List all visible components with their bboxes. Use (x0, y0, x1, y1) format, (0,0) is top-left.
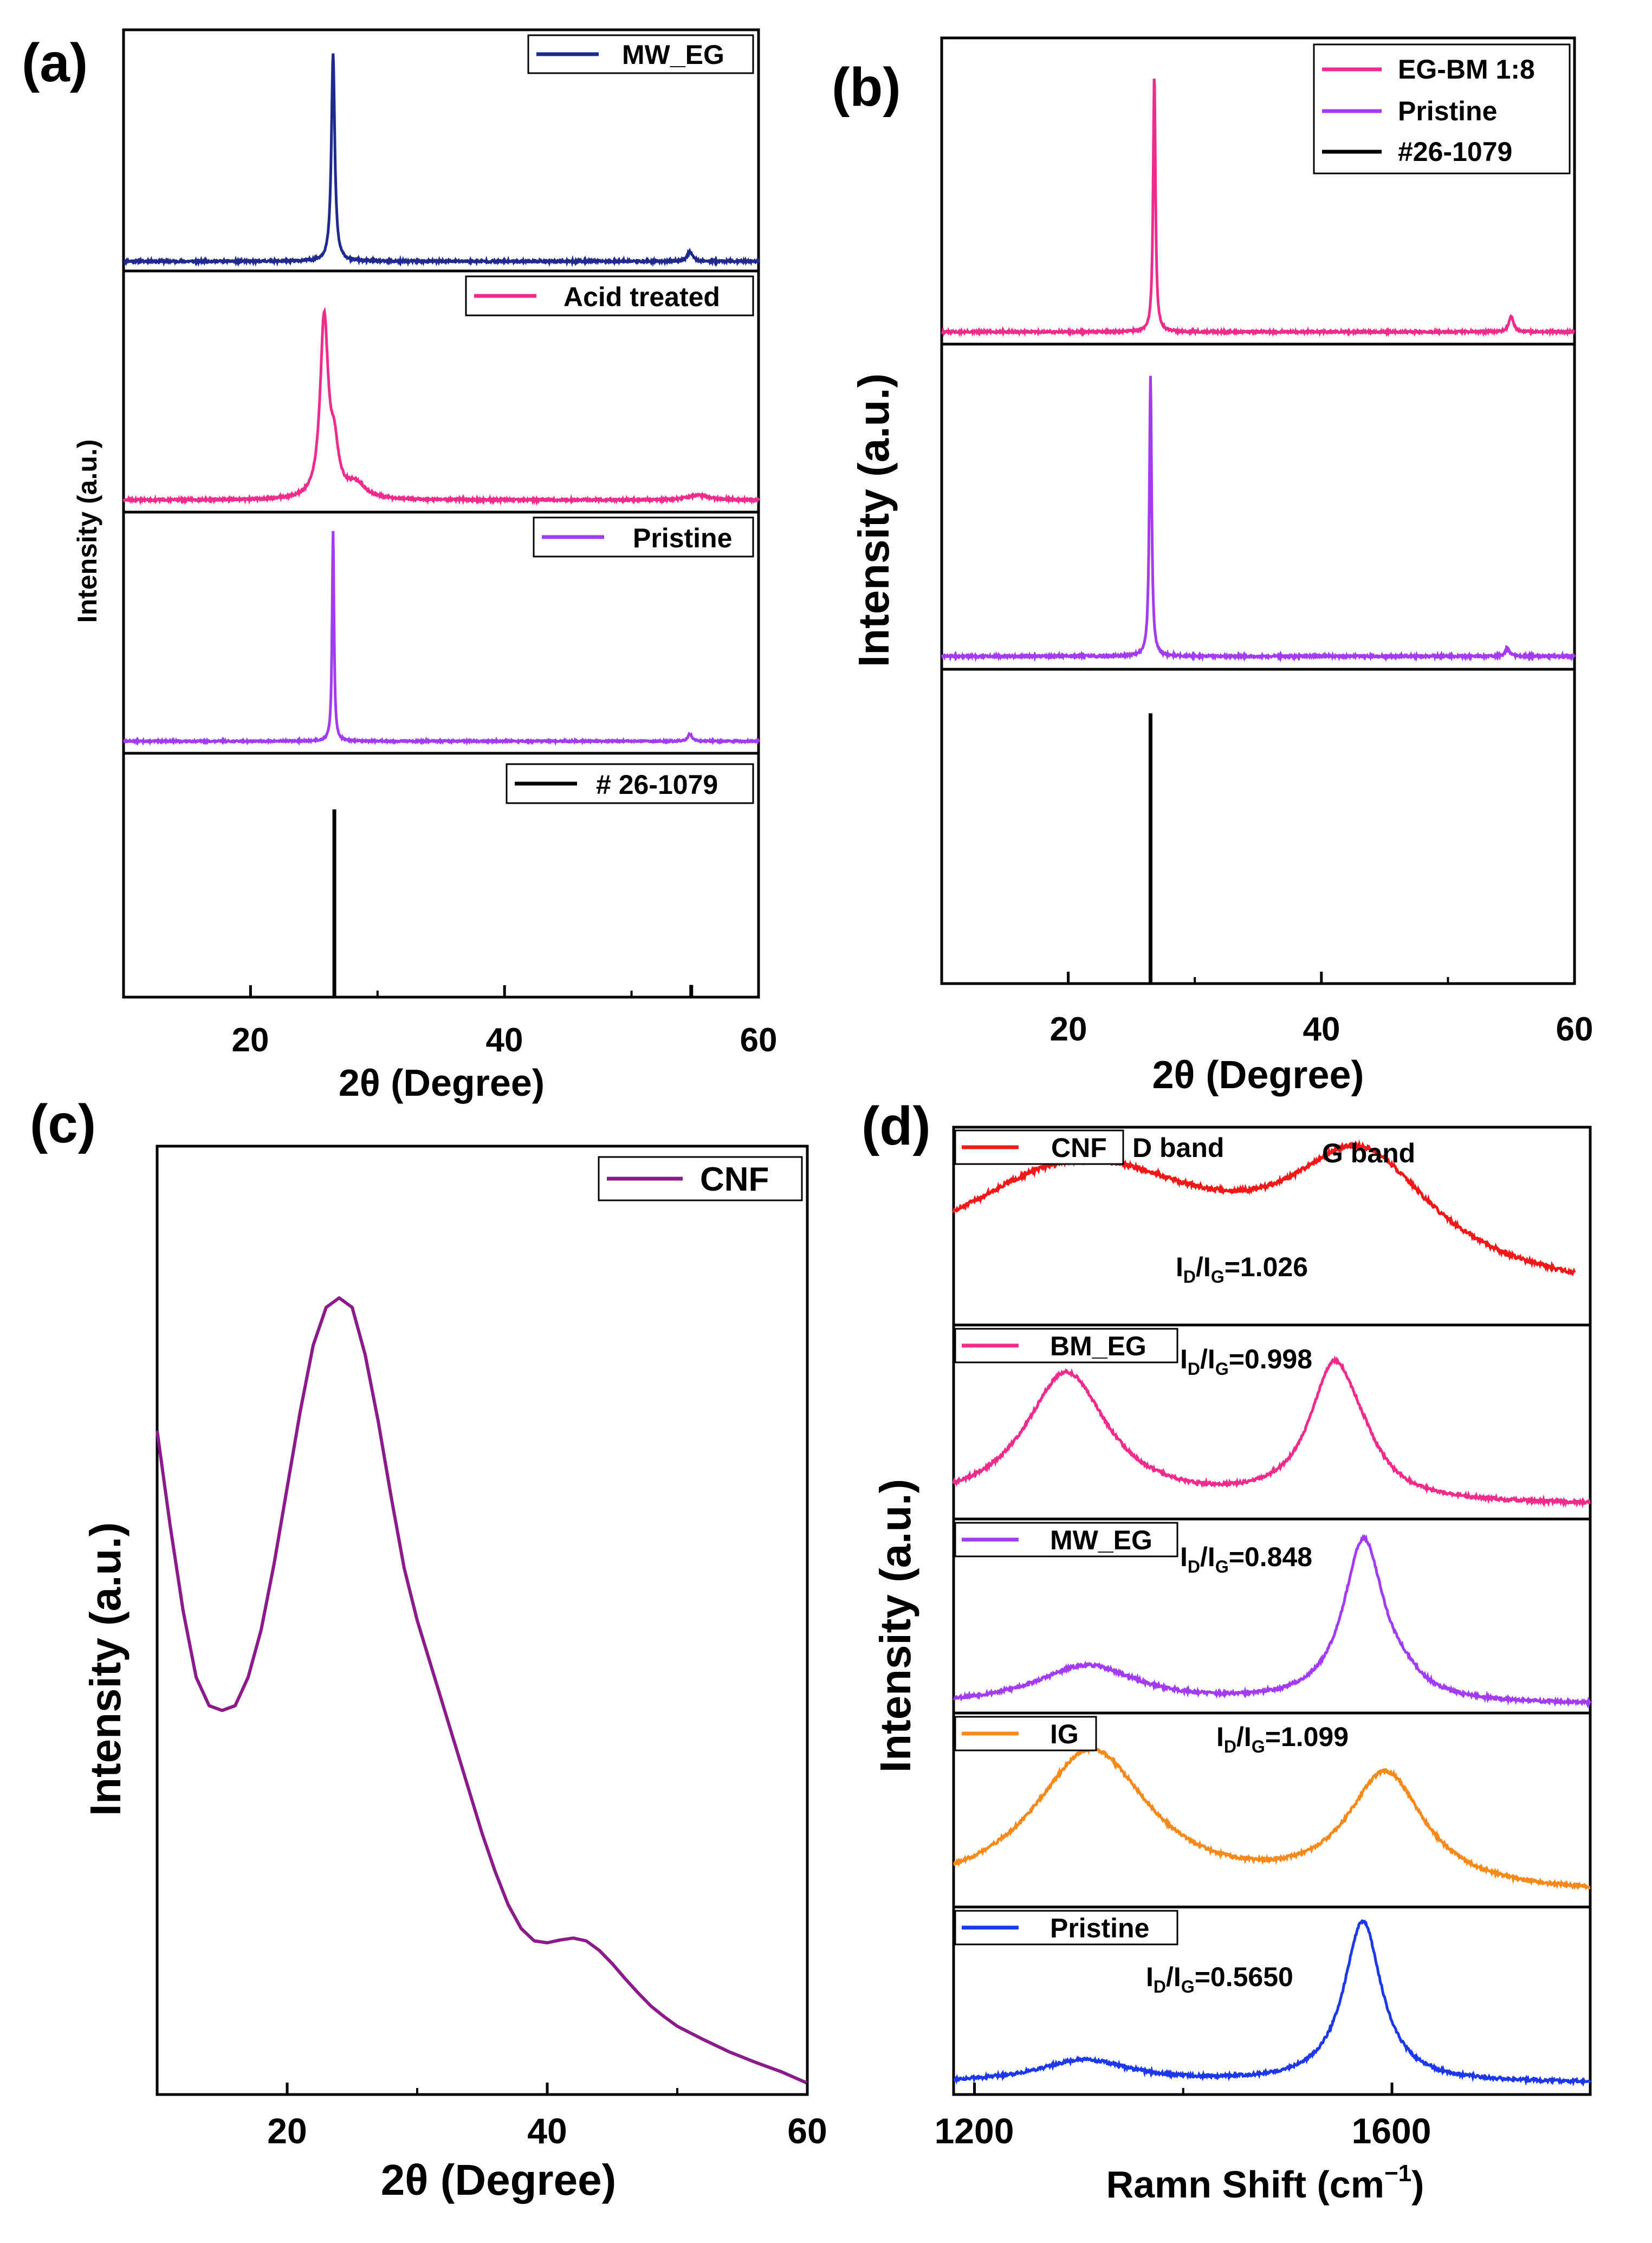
x-tick-label-20: 20 (232, 1022, 269, 1059)
legend-acid-treated: Acid treated (465, 275, 754, 316)
legend-label: Pristine (1398, 96, 1497, 126)
subplot-b-2-frame (940, 342, 1576, 671)
legend-26-1079-a: # 26-1079 (506, 763, 754, 804)
x-tick-label-60: 60 (740, 1022, 778, 1059)
ratio-annotation-cnf: ID/IG=1.026 (1176, 1252, 1308, 1287)
x-tick-label-1600: 1600 (1352, 2111, 1431, 2151)
series-line-pristine-xrd-b (941, 376, 1576, 663)
x-axis-label-sup: −1 (1384, 2160, 1411, 2187)
ratio-annotation-mw-eg: ID/IG=0.848 (1180, 1542, 1312, 1576)
legend-mw-eg-raman: MW_EG (954, 1522, 1178, 1557)
legend-label: CNF (700, 1161, 769, 1198)
ratio-value: =1.099 (1265, 1722, 1349, 1752)
legend-label: Pristine (1050, 1913, 1149, 1943)
panel-a-y-axis-label: Intensity (a.u.) (72, 439, 102, 623)
d-band-label: D band (1132, 1133, 1224, 1163)
series-line-mw-eg-xrd (123, 53, 760, 268)
subplot-a-4-frame (122, 752, 760, 999)
legend-label: EG-BM 1:8 (1398, 54, 1535, 85)
legend-label: #26-1079 (1398, 137, 1512, 167)
panel-b-x-axis-label: 2θ (Degree) (1152, 1053, 1364, 1097)
panel-b-y-axis-label: Intensity (a.u.) (850, 373, 898, 667)
panel-c-y-axis-label: Intensity (a.u.) (81, 1522, 129, 1816)
legend-label: MW_EG (622, 40, 724, 70)
legend-cnf-xrd: CNF (598, 1156, 803, 1201)
panel-c-x-axis-label: 2θ (Degree) (381, 2156, 617, 2204)
legend-label: CNF (1051, 1133, 1107, 1163)
g-band-label: G band (1322, 1138, 1415, 1168)
ratio-value: =0.998 (1229, 1344, 1312, 1374)
x-tick-label-40: 40 (527, 2111, 567, 2151)
legend-label: # 26-1079 (596, 770, 718, 800)
legend-pristine-xrd-a: Pristine (533, 516, 754, 558)
x-tick-label-60: 60 (1556, 1011, 1593, 1048)
x-tick-label-1200: 1200 (935, 2111, 1014, 2151)
ratio-annotation-ig: ID/IG=1.099 (1216, 1722, 1349, 1756)
panel-d-label: (d) (861, 1096, 931, 1156)
x-axis-ticks-d (973, 2083, 1394, 2095)
series-line-pristine-xrd-a (122, 531, 760, 746)
panel-a-xrd: (a) Intensity (a.u.) MW_EG Acid treated … (22, 28, 778, 1104)
panel-c-xrd: (c) Intensity (a.u.) CNF 20 40 60 2θ (De… (30, 1094, 827, 2204)
legend-b: EG-BM 1:8 Pristine #26-1079 (1313, 43, 1571, 174)
x-axis-label-main: Ramn Shift (cm (1106, 2163, 1384, 2206)
ratio-value: =1.026 (1225, 1252, 1308, 1282)
legend-label: IG (1050, 1719, 1079, 1749)
x-tick-label-60: 60 (787, 2111, 827, 2151)
x-tick-label-40: 40 (486, 1022, 523, 1059)
legend-mw-eg-xrd: MW_EG (527, 34, 754, 74)
ratio-annotation-bm-eg: ID/IG=0.998 (1180, 1344, 1312, 1379)
x-axis-ticks-a (249, 985, 760, 997)
x-tick-label-20: 20 (267, 2111, 307, 2151)
x-axis-ticks-b (1067, 972, 1576, 984)
ratio-value: =0.848 (1229, 1542, 1312, 1572)
series-line-ig (953, 1744, 1591, 1891)
panel-d-y-axis-label: Intensity (a.u.) (871, 1479, 919, 1773)
series-line-eg-bm-1-8 (941, 78, 1576, 338)
series-line-bm-eg (952, 1355, 1591, 1509)
legend-label: Pristine (633, 523, 732, 553)
panel-c-label: (c) (30, 1094, 96, 1154)
x-axis-label-end: ) (1411, 2163, 1424, 2206)
x-axis-ticks-c (286, 2083, 809, 2095)
ratio-value: =0.5650 (1195, 1962, 1293, 1992)
x-tick-label-20: 20 (1050, 1011, 1087, 1048)
panel-a-x-axis-label: 2θ (Degree) (339, 1062, 545, 1104)
panel-b-xrd: (b) Intensity (a.u.) EG-BM 1:8 Pristine … (832, 36, 1593, 1097)
series-line-pristine-raman (953, 1919, 1592, 2087)
legend-pristine-raman: Pristine (954, 1910, 1178, 1945)
panel-d-x-axis-label: Ramn Shift (cm−1) (1106, 2160, 1424, 2206)
legend-cnf-raman: CNF (954, 1129, 1124, 1165)
series-line-acid-treated (122, 307, 760, 506)
subplot-d-5-frame (952, 1905, 1592, 2096)
legend-label: MW_EG (1050, 1525, 1152, 1555)
panel-a-label: (a) (22, 33, 88, 93)
ratio-annotation-pristine: ID/IG=0.5650 (1146, 1962, 1293, 1996)
reference-sticks-26-1079-a (332, 809, 694, 997)
legend-label: BM_EG (1050, 1331, 1146, 1361)
panel-d-raman: (d) Intensity (a.u.) CNF D band G band B… (861, 1096, 1592, 2206)
panel-b-label: (b) (832, 57, 901, 118)
legend-bm-eg: BM_EG (954, 1328, 1178, 1363)
legend-label: Acid treated (563, 282, 720, 312)
legend-box (533, 516, 754, 558)
x-tick-label-40: 40 (1303, 1011, 1340, 1048)
legend-ig: IG (954, 1716, 1097, 1751)
subplot-c-frame (156, 1145, 809, 2096)
subplot-b-3-frame (940, 668, 1576, 985)
series-line-cnf-xrd (156, 1296, 808, 2085)
series-line-mw-eg-raman (953, 1534, 1592, 1709)
